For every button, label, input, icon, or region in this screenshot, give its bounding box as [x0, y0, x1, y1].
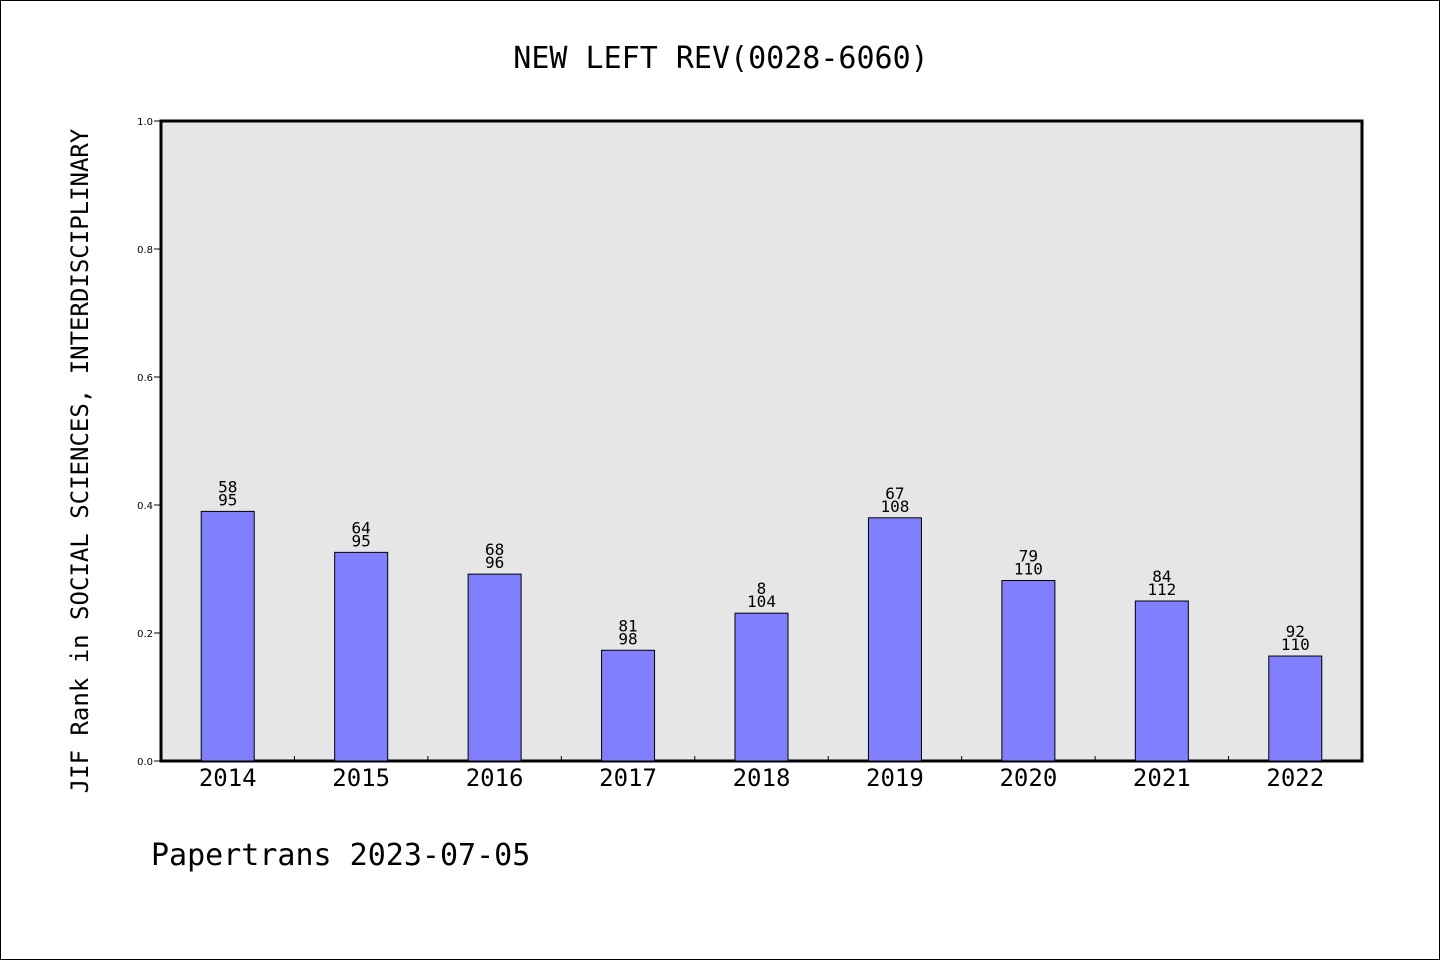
data-label-rank: 68: [485, 540, 504, 559]
x-axis: 2014 2015 2016 2017 2018 2019 2020 2021 2022: [199, 756, 1324, 792]
data-label-rank: 8: [757, 579, 767, 598]
data-label-total: 95: [218, 490, 237, 509]
bar-2018: [734, 612, 789, 762]
data-label-total: 110: [1281, 635, 1310, 654]
bar-2014: [200, 510, 255, 762]
data-label-total: 112: [1147, 580, 1176, 599]
data-label-total: 95: [352, 531, 371, 550]
bar-2015: [334, 551, 389, 762]
y-axis-label: JIF Rank in SOCIAL SCIENCES, INTERDISCIP…: [66, 128, 94, 793]
bar-2022: [1268, 655, 1323, 762]
x-tick-label: 2022: [1266, 764, 1324, 792]
data-label-rank: 81: [618, 616, 637, 635]
y-tick-label: 0.2: [137, 629, 153, 640]
x-tick-label: 2017: [599, 764, 657, 792]
bar-2016: [467, 573, 522, 762]
y-tick-label: 1.0: [137, 117, 153, 128]
bar-2021: [1134, 600, 1189, 762]
y-tick-label: 0.8: [137, 245, 153, 256]
x-tick-label: 2014: [199, 764, 257, 792]
bar-2019: [867, 517, 922, 762]
data-label-rank: 58: [218, 477, 237, 496]
footer-credit: Papertrans 2023-07-05: [151, 838, 530, 873]
chart-title: NEW LEFT REV(0028-6060): [513, 41, 928, 76]
data-label-rank: 92: [1286, 622, 1305, 641]
y-tick-label: 0.0: [137, 757, 153, 768]
y-axis: 0.0 0.2 0.4 0.6 0.8 1.0: [137, 117, 161, 768]
data-label-total: 96: [485, 553, 504, 572]
bar-2017: [601, 649, 656, 762]
data-label-rank: 67: [885, 484, 904, 503]
bar-2020: [1001, 580, 1056, 762]
x-tick-label: 2015: [332, 764, 390, 792]
data-label-total: 98: [618, 629, 637, 648]
data-label-total: 104: [747, 592, 776, 611]
y-tick-label: 0.6: [137, 373, 153, 384]
data-label-total: 110: [1014, 560, 1043, 579]
x-tick-label: 2020: [999, 764, 1057, 792]
x-tick-label: 2016: [466, 764, 524, 792]
data-label-rank: 64: [352, 518, 371, 537]
x-tick-label: 2021: [1133, 764, 1191, 792]
x-tick-label: 2018: [733, 764, 791, 792]
data-label-rank: 79: [1019, 547, 1038, 566]
data-label-rank: 84: [1152, 567, 1171, 586]
x-tick-label: 2019: [866, 764, 924, 792]
data-label-total: 108: [880, 497, 909, 516]
y-tick-label: 0.4: [137, 501, 153, 512]
